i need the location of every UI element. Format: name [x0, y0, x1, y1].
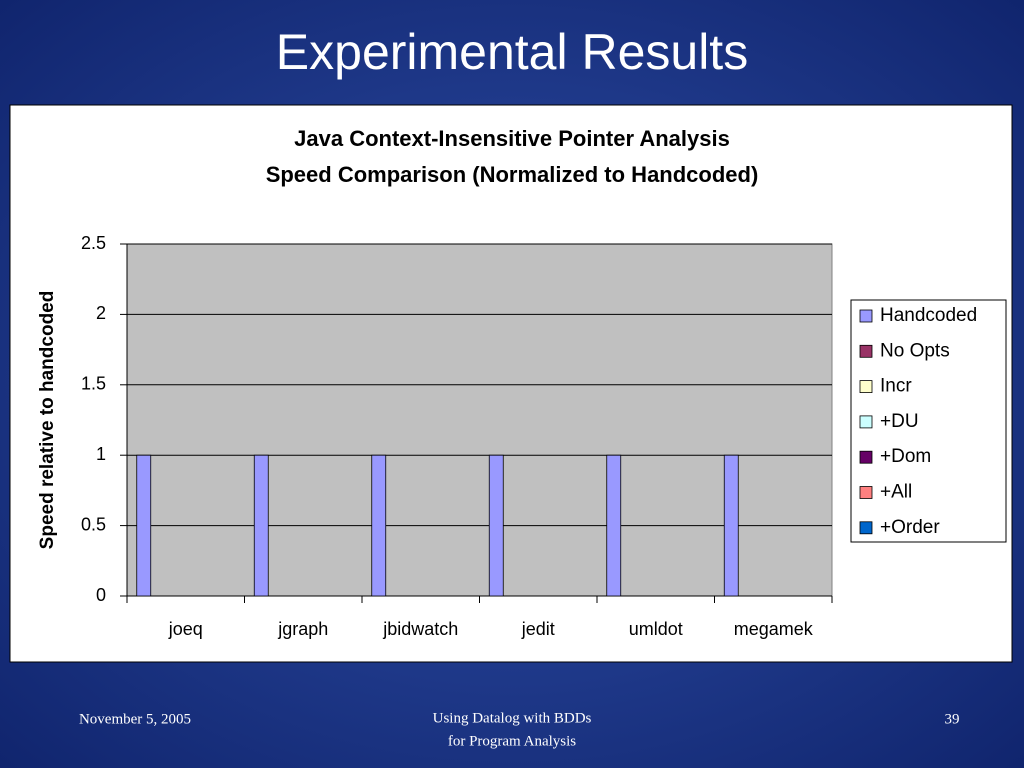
y-axis-label: Speed relative to handcoded: [37, 291, 58, 550]
legend-swatch: [859, 415, 873, 429]
y-tick-label: 1: [96, 444, 106, 464]
legend-swatch: [859, 380, 873, 394]
legend-swatch: [859, 344, 873, 358]
legend-label: +Order: [880, 517, 940, 538]
footer-title: for Program Analysis: [448, 733, 576, 749]
bar: [606, 454, 622, 597]
footer-date: November 5, 2005: [79, 711, 191, 727]
footer-title: Using Datalog with BDDs: [433, 710, 592, 726]
legend-label: Incr: [880, 376, 912, 397]
x-tick-label: jedit: [521, 619, 555, 639]
chart-subtitle: Speed Comparison (Normalized to Handcode…: [266, 162, 759, 187]
y-tick-label: 2: [96, 303, 106, 323]
legend-swatch: [859, 521, 873, 535]
bar: [136, 454, 152, 597]
x-tick-label: umldot: [629, 619, 683, 639]
chart-title: Java Context-Insensitive Pointer Analysi…: [294, 126, 730, 151]
legend-label: +DU: [880, 411, 919, 432]
y-tick-label: 0.5: [81, 514, 106, 534]
y-tick-label: 2.5: [81, 233, 106, 253]
legend-swatch: [859, 450, 873, 464]
y-tick-label: 0: [96, 585, 106, 605]
legend-label: +All: [880, 482, 912, 503]
slide-title: Experimental Results: [276, 24, 748, 80]
legend-swatch: [859, 486, 873, 499]
x-tick-label: jgraph: [277, 619, 328, 639]
bar: [488, 454, 504, 597]
x-tick-label: megamek: [734, 619, 814, 639]
y-tick-label: 1.5: [81, 374, 106, 394]
bar: [723, 454, 739, 597]
legend-label: Handcoded: [880, 305, 977, 326]
page-number: 39: [945, 711, 960, 727]
bar: [371, 454, 387, 597]
bar: [253, 454, 269, 597]
legend: [850, 299, 1007, 543]
legend-label: +Dom: [880, 446, 931, 467]
x-tick-label: jbidwatch: [382, 619, 458, 639]
legend-swatch: [859, 309, 873, 323]
legend-label: No Opts: [880, 340, 950, 361]
x-tick-label: joeq: [168, 619, 203, 639]
